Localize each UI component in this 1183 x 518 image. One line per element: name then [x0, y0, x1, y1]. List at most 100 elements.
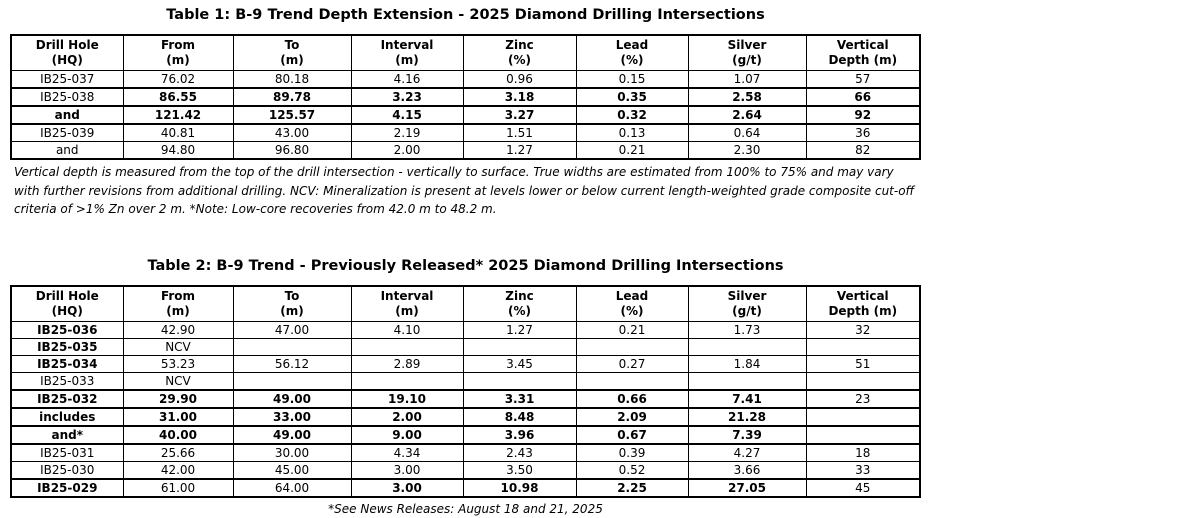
- value-cell: 18: [805, 443, 921, 462]
- column-header: Lead (%): [575, 285, 689, 322]
- drill-hole-cell: and: [10, 141, 124, 160]
- value-cell: 42.00: [122, 460, 234, 479]
- value-cell: 32: [805, 320, 921, 339]
- value-cell: [687, 337, 807, 356]
- table-row: IB25-035 NCV: [10, 337, 921, 356]
- value-cell: 0.66: [575, 388, 689, 409]
- drill-hole-cell: IB25-031: [10, 443, 124, 462]
- drill-hole-cell: IB25-036: [10, 320, 124, 339]
- value-cell: 82: [805, 141, 921, 160]
- value-cell: 125.57: [232, 105, 352, 125]
- table1: Drill Hole (HQ) From (m) To (m) Interval (m) Zin…: [10, 34, 921, 160]
- table-row: IB25-032 29.90 49.00 19.10 3.31 0.66 7.41 23: [10, 388, 921, 409]
- column-header-line1: Drill Hole: [35, 288, 99, 303]
- value-cell: 0.35: [575, 87, 689, 107]
- value-cell: 3.27: [462, 105, 577, 125]
- column-header-line1: To: [284, 288, 300, 303]
- drill-hole-cell: IB25-039: [10, 123, 124, 142]
- value-cell: 4.27: [687, 443, 807, 462]
- column-header-line1: Zinc: [505, 38, 534, 52]
- table-row: IB25-039 40.81 43.00 2.19 1.51 0.13 0.64 36: [10, 123, 921, 142]
- table-row: IB25-036 42.90 47.00 4.10 1.27 0.21 1.73 32: [10, 320, 921, 339]
- value-cell: 0.96: [462, 70, 577, 89]
- column-header-line1: From: [160, 288, 196, 303]
- column-header: From (m): [122, 34, 234, 71]
- drill-hole-cell: IB25-035: [10, 337, 124, 356]
- value-cell: 2.00: [350, 406, 464, 427]
- column-header-line1: Lead: [615, 38, 649, 52]
- value-cell: 33: [805, 460, 921, 479]
- value-cell: 4.15: [350, 105, 464, 125]
- value-cell: 94.80: [122, 141, 234, 160]
- value-cell: 45: [805, 477, 921, 498]
- column-header: Vertical Depth (m): [805, 285, 921, 322]
- table-row: IB25-030 42.00 45.00 3.00 3.50 0.52 3.66 33: [10, 460, 921, 479]
- value-cell: 33.00: [232, 406, 352, 427]
- value-cell: 3.31: [462, 388, 577, 409]
- value-cell: 27.05: [687, 477, 807, 498]
- value-cell: 2.25: [575, 477, 689, 498]
- value-cell: 7.39: [687, 424, 807, 445]
- drill-hole-cell: IB25-033: [10, 371, 124, 390]
- column-header-line2: (m): [395, 53, 419, 67]
- value-cell: [687, 371, 807, 390]
- column-header-line2: (m): [166, 303, 190, 318]
- value-cell: 2.19: [350, 123, 464, 142]
- drill-hole-cell: and*: [10, 424, 124, 445]
- value-cell: 40.81: [122, 123, 234, 142]
- value-cell: 30.00: [232, 443, 352, 462]
- drill-hole-cell: and: [10, 105, 124, 125]
- value-cell: 49.00: [232, 388, 352, 409]
- value-cell: 0.15: [575, 70, 689, 89]
- value-cell: 7.41: [687, 388, 807, 409]
- value-cell: 0.39: [575, 443, 689, 462]
- value-cell: 3.00: [350, 460, 464, 479]
- table1-title: Table 1: B-9 Trend Depth Extension - 202…: [166, 7, 765, 23]
- table2-title: Table 2: B-9 Trend - Previously Released…: [147, 257, 784, 274]
- table-row: and* 40.00 49.00 9.00 3.96 0.67 7.39: [10, 424, 921, 445]
- value-cell: [350, 371, 464, 390]
- table-row: IB25-034 53.23 56.12 2.89 3.45 0.27 1.84 51: [10, 354, 921, 373]
- value-cell: [232, 337, 352, 356]
- column-header-line1: Zinc: [505, 288, 534, 303]
- value-cell: 3.18: [462, 87, 577, 107]
- value-cell: [575, 371, 689, 390]
- value-cell: 66: [805, 87, 921, 107]
- table-row: IB25-029 61.00 64.00 3.00 10.98 2.25 27.05 45: [10, 477, 921, 498]
- table2-body: IB25-036 42.90 47.00 4.10 1.27 0.21 1.73 32 IB25…: [10, 320, 921, 498]
- value-cell: 1.84: [687, 354, 807, 373]
- column-header: To (m): [232, 34, 352, 71]
- value-cell: 2.89: [350, 354, 464, 373]
- value-cell: 121.42: [122, 105, 234, 125]
- value-cell: 53.23: [122, 354, 234, 373]
- value-cell: 2.30: [687, 141, 807, 160]
- value-cell: 76.02: [122, 70, 234, 89]
- value-cell: 29.90: [122, 388, 234, 409]
- column-header-line1: Vertical: [836, 288, 889, 303]
- column-header: Lead (%): [575, 34, 689, 71]
- value-cell: 1.07: [687, 70, 807, 89]
- table2-footnote: *See News Releases: August 18 and 21, 20…: [328, 501, 603, 516]
- value-cell: 2.58: [687, 87, 807, 107]
- value-cell: 10.98: [462, 477, 577, 498]
- value-cell: 0.13: [575, 123, 689, 142]
- column-header-line2: (m): [395, 303, 419, 318]
- drill-hole-cell: IB25-037: [10, 70, 124, 89]
- column-header-line1: Lead: [615, 288, 649, 303]
- value-cell: 23: [805, 388, 921, 409]
- drill-hole-cell: includes: [10, 406, 124, 427]
- value-cell: 92: [805, 105, 921, 125]
- value-cell: 3.66: [687, 460, 807, 479]
- value-cell: 0.67: [575, 424, 689, 445]
- value-cell: 21.28: [687, 406, 807, 427]
- value-cell: 0.21: [575, 141, 689, 160]
- value-cell: 4.16: [350, 70, 464, 89]
- value-cell: [232, 371, 352, 390]
- drill-hole-cell: IB25-032: [10, 388, 124, 409]
- column-header-line2: (g/t): [732, 53, 762, 67]
- value-cell: 2.64: [687, 105, 807, 125]
- value-cell: 56.12: [232, 354, 352, 373]
- value-cell: [805, 406, 921, 427]
- value-cell: 2.43: [462, 443, 577, 462]
